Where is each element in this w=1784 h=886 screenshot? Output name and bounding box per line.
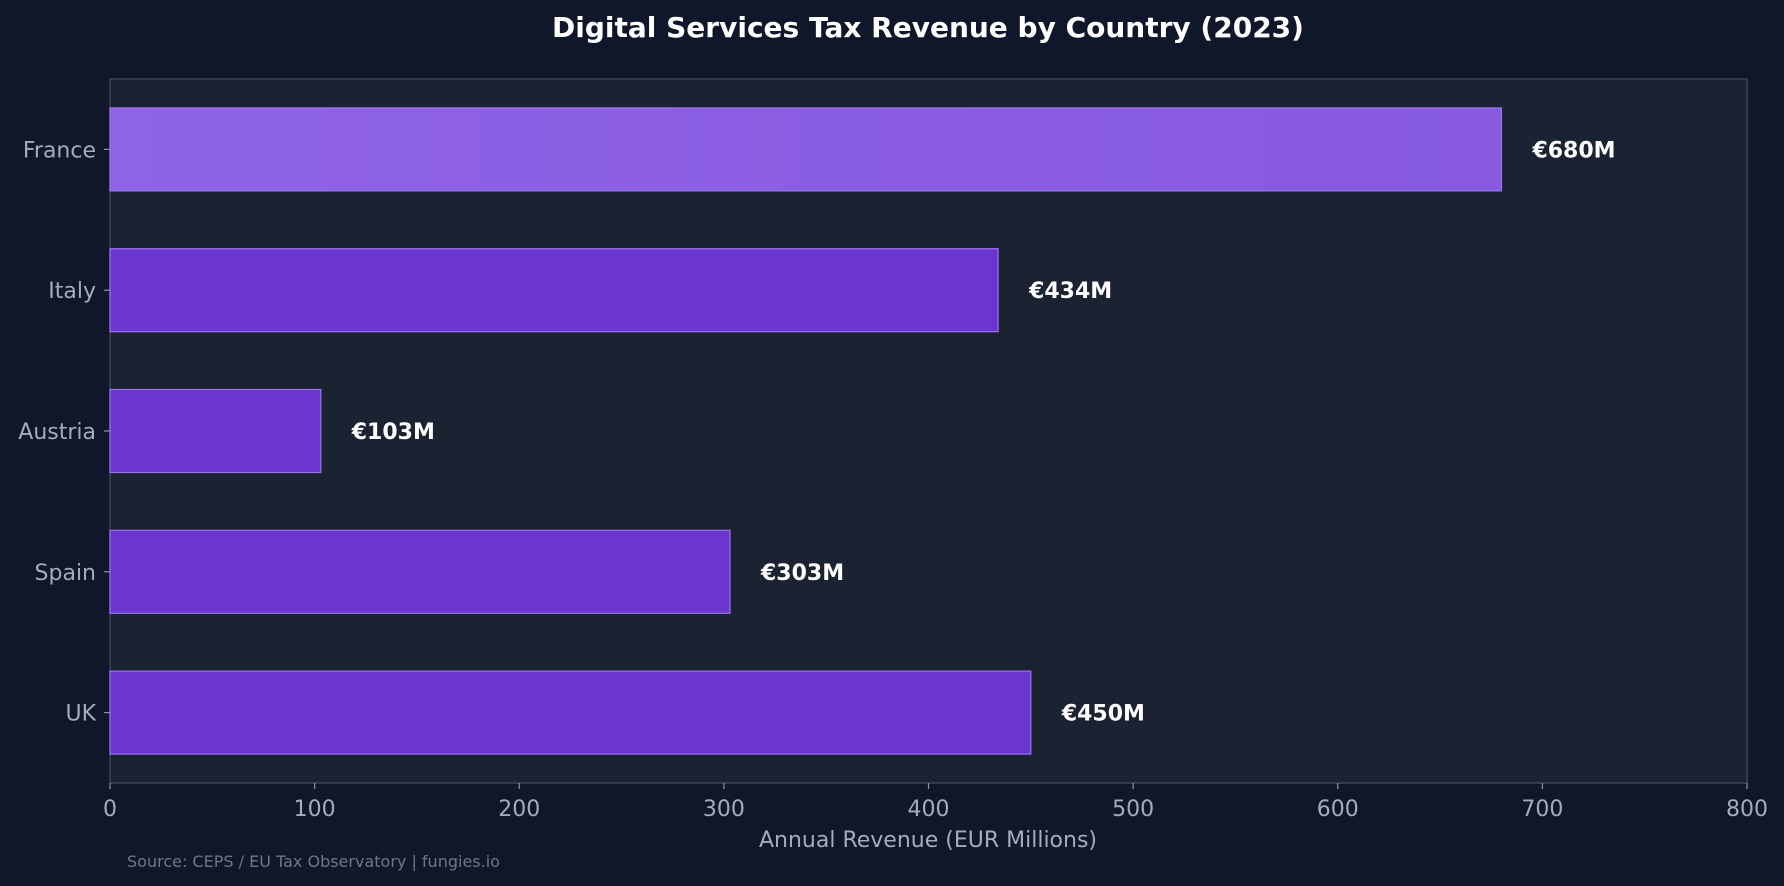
- y-axis: France Italy Austria Spain UK: [18, 138, 110, 727]
- bar-uk: [109, 670, 1032, 755]
- plot-area: [109, 78, 1748, 784]
- x-axis-label: Annual Revenue (EUR Millions): [759, 828, 1097, 853]
- chart-title: Digital Services Tax Revenue by Country …: [552, 11, 1304, 44]
- source-note: Source: CEPS / EU Tax Observatory | fung…: [127, 852, 500, 871]
- x-tick-label: 800: [1726, 797, 1768, 822]
- x-tick-label: 200: [498, 797, 540, 822]
- bar-italy: [109, 248, 999, 333]
- y-tick-label-uk: UK: [65, 702, 96, 727]
- x-tick-label: 400: [908, 797, 950, 822]
- x-tick-label: 700: [1521, 797, 1563, 822]
- x-tick-label: 500: [1112, 797, 1154, 822]
- y-tick-label-austria: Austria: [18, 420, 96, 445]
- y-tick-label-france: France: [23, 138, 96, 163]
- bars-group: €680M €434M €103M €303M €450M: [109, 107, 1616, 755]
- x-tick-label: 0: [103, 797, 117, 822]
- x-tick-label: 600: [1317, 797, 1359, 822]
- data-label-uk: €450M: [1061, 702, 1145, 727]
- bar-france: [109, 107, 1503, 192]
- data-label-spain: €303M: [760, 561, 844, 586]
- data-label-italy: €434M: [1028, 279, 1112, 304]
- x-tick-label: 100: [294, 797, 336, 822]
- y-tick-label-spain: Spain: [35, 561, 96, 586]
- bar-spain: [109, 529, 731, 614]
- y-tick-label-italy: Italy: [48, 279, 96, 304]
- data-label-france: €680M: [1531, 138, 1615, 163]
- x-tick-label: 300: [703, 797, 745, 822]
- x-axis: 0 100 200 300 400 500 600 700 800: [103, 783, 1768, 822]
- data-label-austria: €103M: [351, 420, 435, 445]
- bar-austria: [109, 388, 322, 474]
